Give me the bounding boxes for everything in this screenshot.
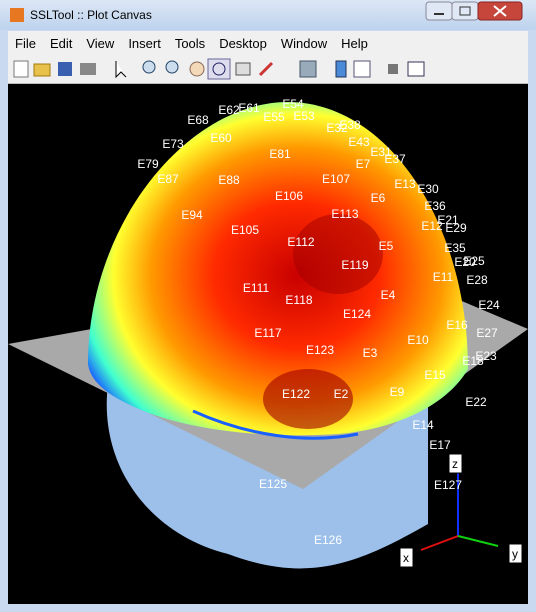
electrode-label: E4 <box>381 288 396 302</box>
electrode-label: E73 <box>162 137 184 151</box>
electrode-label: E113 <box>331 207 358 221</box>
app-icon <box>10 8 24 22</box>
menu-item[interactable]: Insert <box>128 35 161 51</box>
electrode-label: E30 <box>417 182 439 196</box>
electrode-label: E54 <box>282 97 304 111</box>
electrode-label: E105 <box>231 223 259 237</box>
scalp-map <box>88 102 468 436</box>
electrode-label: E16 <box>446 318 468 332</box>
electrode-label: E61 <box>238 101 260 115</box>
electrode-label: E62 <box>218 103 240 117</box>
axis-label-box <box>399 547 414 568</box>
electrode-label: E28 <box>466 273 488 287</box>
electrode-label: E29 <box>445 221 467 235</box>
menu-bar: File Edit View Insert Tools Desktop Window Help <box>8 31 528 55</box>
electrode-label: E88 <box>218 173 240 187</box>
electrode-label: E81 <box>269 147 291 161</box>
electrode-label: E106 <box>275 189 303 203</box>
axis-label: z <box>452 457 458 471</box>
electrode-label: E38 <box>339 118 361 132</box>
electrode-label: E124 <box>343 307 371 321</box>
electrode-label: E53 <box>293 109 315 123</box>
toolbar-icons <box>13 58 425 80</box>
electrode-label: E112 <box>287 235 314 249</box>
electrode-label: E31 <box>370 145 392 159</box>
electrode-label: E18 <box>462 354 484 368</box>
menu-item[interactable]: File <box>15 35 36 51</box>
menu-item[interactable]: Help <box>341 35 368 51</box>
axis-label-box <box>508 543 523 564</box>
electrode-label: E126 <box>314 533 342 547</box>
electrode-label: E14 <box>412 418 434 432</box>
electrode-label: E5 <box>379 239 394 253</box>
electrode-label: E79 <box>137 157 159 171</box>
electrode-label: E24 <box>478 298 500 312</box>
electrode-label: E9 <box>390 385 405 399</box>
electrode-label: E23 <box>475 349 497 363</box>
maximize-button[interactable] <box>451 1 479 21</box>
electrode-label: E13 <box>394 177 416 191</box>
title-bar: SSLTool :: Plot Canvas <box>0 0 536 30</box>
tool-buttons[interactable] <box>13 58 425 80</box>
electrode-label: E123 <box>306 343 334 357</box>
window-title: SSLTool :: Plot Canvas <box>30 8 152 22</box>
electrode-label: E21 <box>437 213 459 227</box>
toolbar <box>8 55 528 84</box>
electrode-label: E3 <box>363 346 378 360</box>
electrode-label: E35 <box>444 241 466 255</box>
menu-item[interactable]: Window <box>280 35 328 51</box>
electrode-label: E22 <box>465 395 487 409</box>
electrode-label: E32 <box>326 121 348 135</box>
electrode-label: E119 <box>341 258 368 272</box>
electrode-label: E17 <box>429 438 451 452</box>
electrode-label: E68 <box>187 113 209 127</box>
electrode-label: E7 <box>356 157 371 171</box>
electrode-label: E43 <box>348 135 370 149</box>
electrode-label: E10 <box>407 333 429 347</box>
electrode-label: E20 <box>454 255 476 269</box>
electrode-label: E122 <box>282 387 310 401</box>
electrode-label: E60 <box>210 131 232 145</box>
electrode-label: E107 <box>322 172 350 186</box>
menu-item[interactable]: View <box>86 35 115 51</box>
electrode-label: E118 <box>285 293 312 307</box>
electrode-label: E15 <box>424 368 446 382</box>
title-icons <box>10 1 523 22</box>
menu-item[interactable]: Desktop <box>219 35 267 51</box>
menu-item[interactable]: Tools <box>174 35 206 51</box>
electrode-label: E117 <box>254 326 281 340</box>
electrode-label: E27 <box>476 326 498 340</box>
electrode-label: E127 <box>434 478 462 492</box>
electrode-label: E6 <box>371 191 386 205</box>
electrode-label: E25 <box>463 254 485 268</box>
menu-item[interactable]: Edit <box>49 35 73 51</box>
electrode-label: E94 <box>181 208 203 222</box>
electrode-label: E12 <box>421 219 443 233</box>
axis-label: x <box>403 551 409 565</box>
electrode-label: E87 <box>157 172 179 186</box>
axis-label: y <box>512 547 518 561</box>
electrode-label: E2 <box>334 387 349 401</box>
electrode-label: E55 <box>263 110 285 124</box>
electrode-label: E37 <box>384 152 406 166</box>
minimize-button[interactable] <box>425 1 453 21</box>
electrode-label: E36 <box>424 199 446 213</box>
electrode-label: E125 <box>259 477 287 491</box>
electrode-label: E11 <box>433 270 454 284</box>
axis-label-box <box>448 453 463 474</box>
electrode-label: E111 <box>243 281 270 295</box>
